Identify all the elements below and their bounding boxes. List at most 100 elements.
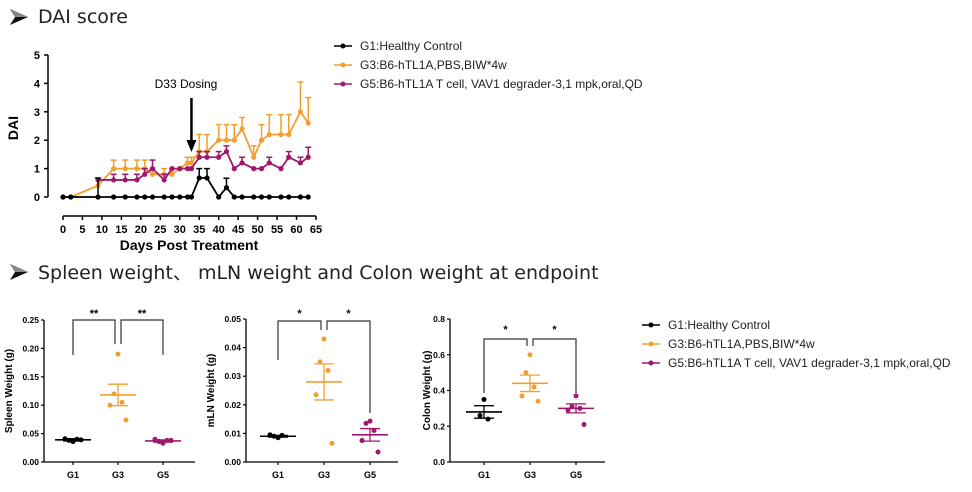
y-axis-label: Colon Weight (g) xyxy=(422,351,433,431)
dai-heading-text: DAI score xyxy=(38,6,128,28)
data-point xyxy=(122,177,128,183)
x-tick-label: 65 xyxy=(310,224,322,236)
data-point xyxy=(266,194,272,200)
data-point xyxy=(231,137,237,143)
y-tick-label: 0.2 xyxy=(433,421,445,431)
data-point xyxy=(123,417,129,423)
data-point xyxy=(573,393,579,399)
y-axis-label: mLN Weight (g) xyxy=(206,354,217,428)
x-tick-label: 40 xyxy=(213,224,225,236)
x-tick-label: 50 xyxy=(251,224,263,236)
data-point xyxy=(196,175,202,181)
data-point xyxy=(216,154,222,160)
y-tick-label: 2 xyxy=(34,135,40,147)
x-tick-label: 55 xyxy=(271,224,283,236)
y-tick-label: 1 xyxy=(34,164,40,176)
x-tick-label: 60 xyxy=(290,224,302,236)
data-point xyxy=(231,166,237,172)
group-g1 xyxy=(466,396,502,422)
dai-y-axis-label: DAI xyxy=(5,116,21,140)
data-point xyxy=(239,126,245,132)
data-point xyxy=(239,194,245,200)
dosing-annotation-label: D33 Dosing xyxy=(155,77,218,91)
data-point xyxy=(286,194,292,200)
data-point xyxy=(152,436,158,442)
data-point xyxy=(177,166,183,172)
data-point xyxy=(184,160,191,166)
data-point xyxy=(258,166,265,172)
significance-label: ** xyxy=(138,308,147,320)
y-tick-label: 0.05 xyxy=(22,429,39,439)
significance-label: * xyxy=(552,324,557,336)
data-point xyxy=(569,404,575,410)
group-g1 xyxy=(55,436,91,445)
data-point xyxy=(527,352,533,358)
data-point xyxy=(321,336,327,342)
y-tick-label: 0.10 xyxy=(22,400,39,410)
data-point xyxy=(363,420,369,426)
data-point xyxy=(216,194,222,200)
data-point xyxy=(305,194,311,200)
data-point xyxy=(204,154,210,160)
significance-bracket: ** xyxy=(72,308,116,355)
data-point xyxy=(239,160,245,166)
arrow-bullet-icon xyxy=(10,263,28,280)
y-tick-label: 0.01 xyxy=(224,428,241,438)
y-tick-label: 0.20 xyxy=(22,343,39,353)
x-tick-label: G3 xyxy=(318,470,330,480)
x-tick-label: G1 xyxy=(67,470,79,480)
y-tick-label: 0.05 xyxy=(224,314,241,324)
significance-bracket: * xyxy=(532,324,577,393)
x-tick-label: G5 xyxy=(570,470,582,480)
x-tick-label: G3 xyxy=(112,470,124,480)
data-point xyxy=(278,131,284,138)
data-point xyxy=(156,439,162,445)
data-point xyxy=(107,402,113,408)
significance-label: * xyxy=(503,324,508,336)
legend-item-g5: G5:B6-hTL1A T cell, VAV1 degrader-3,1 mp… xyxy=(334,74,643,93)
legend-item-g5: G5:B6-hTL1A T cell, VAV1 degrader-3,1 mp… xyxy=(642,353,951,372)
data-point xyxy=(223,148,230,155)
data-point xyxy=(581,421,587,427)
data-point xyxy=(134,194,140,200)
data-point xyxy=(275,435,281,441)
data-point xyxy=(78,437,84,443)
legend-item-g1: G1:Healthy Control xyxy=(642,315,951,334)
data-point xyxy=(196,154,202,160)
bracket-line xyxy=(120,319,164,355)
data-point xyxy=(325,367,331,373)
data-point xyxy=(188,194,195,200)
x-tick-label: G1 xyxy=(478,470,490,480)
legend-marker-icon xyxy=(642,322,660,327)
y-tick-label: 0.04 xyxy=(224,343,241,353)
x-tick-label: 30 xyxy=(174,224,186,236)
data-point xyxy=(317,359,323,365)
group-g1 xyxy=(260,432,296,441)
data-point xyxy=(305,120,311,126)
colon-weight-chart: 0.0 0.2 0.4 0.6 0.8 Colon Weight (g) G1 G3 G5 * * xyxy=(422,314,605,480)
y-tick-label: 0 xyxy=(34,192,40,204)
weights-heading-text: Spleen weight、 mLN weight and Colon weig… xyxy=(38,262,599,284)
significance-label: ** xyxy=(90,308,99,320)
data-point xyxy=(169,171,175,177)
mln-weight-chart: 0.00 0.01 0.02 0.03 0.04 0.05 mLN Weight (g) G1… xyxy=(206,308,398,480)
data-point xyxy=(74,436,80,442)
data-point xyxy=(66,437,72,443)
bracket-line xyxy=(277,320,322,360)
legend-label: G3:B6-hTL1A,PBS,BIW*4w xyxy=(360,57,507,72)
data-point xyxy=(535,398,541,404)
dai-x-axis-label: Days Post Treatment xyxy=(120,237,259,253)
bracket-line xyxy=(532,338,577,393)
data-point xyxy=(371,428,377,434)
data-point xyxy=(169,194,175,200)
data-point xyxy=(70,439,76,445)
data-point xyxy=(184,194,191,200)
significance-bracket: ** xyxy=(120,308,164,355)
data-point xyxy=(188,166,195,172)
data-point xyxy=(297,109,304,115)
significance-bracket: * xyxy=(277,308,322,360)
data-point xyxy=(177,194,183,200)
significance-label: * xyxy=(297,308,302,320)
data-point xyxy=(142,194,148,200)
data-point xyxy=(297,194,304,200)
